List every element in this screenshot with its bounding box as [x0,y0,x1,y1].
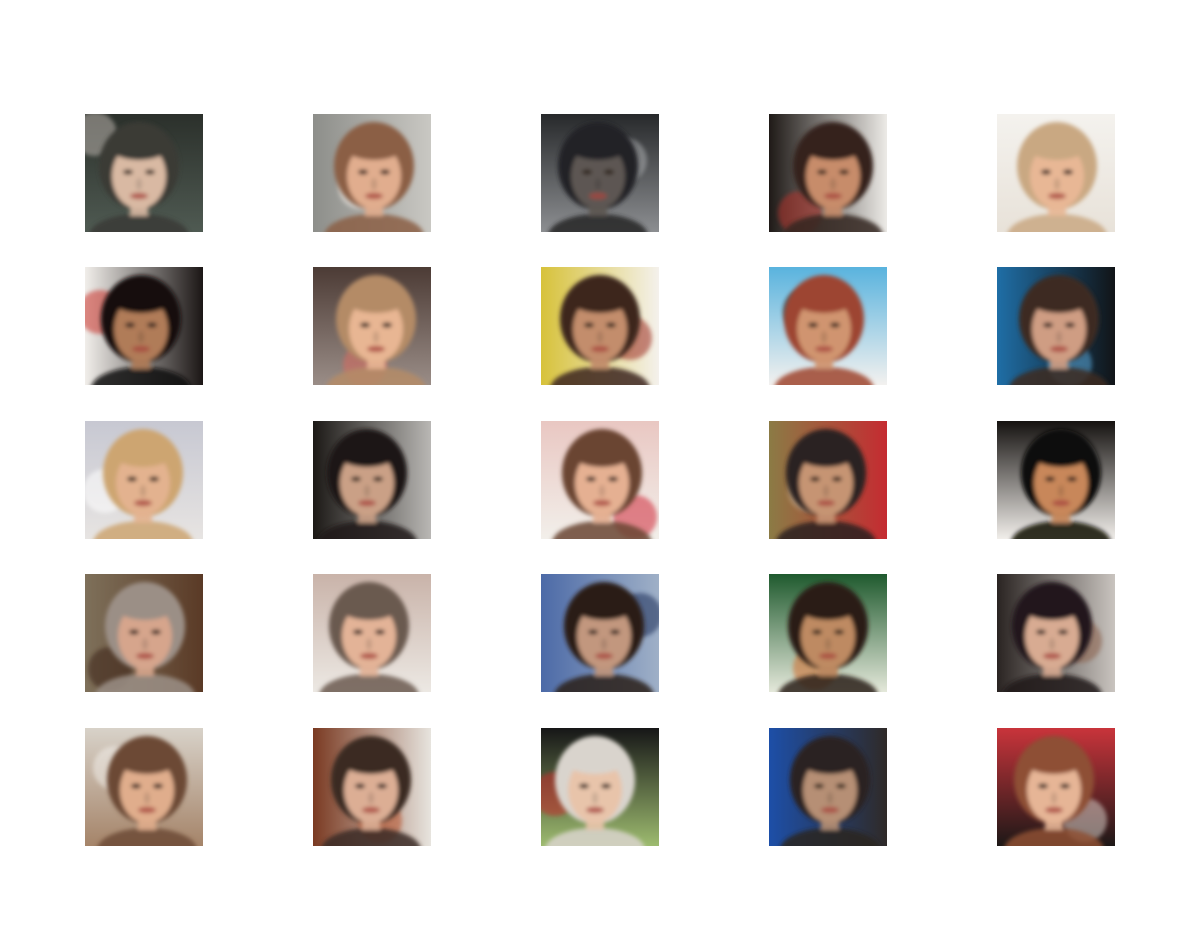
face-image [769,114,887,232]
face-thumbnail [997,421,1115,539]
face-image [313,728,431,846]
face-thumbnail [769,114,887,232]
face-image [313,267,431,385]
face-thumbnail [541,728,659,846]
face-image [541,574,659,692]
face-image [997,267,1115,385]
face-thumbnail [85,574,203,692]
face-image [85,574,203,692]
face-thumbnail [997,574,1115,692]
face-thumbnail [541,574,659,692]
face-thumbnail [769,421,887,539]
face-image [313,574,431,692]
face-image [313,421,431,539]
face-thumbnail [997,728,1115,846]
face-thumbnail [313,421,431,539]
face-thumbnail [769,267,887,385]
face-image [541,267,659,385]
face-image [997,728,1115,846]
face-image [85,421,203,539]
face-image [769,421,887,539]
face-image [997,421,1115,539]
face-image [541,728,659,846]
face-thumbnail [769,574,887,692]
face-image [997,114,1115,232]
face-image [85,114,203,232]
face-thumbnail [85,114,203,232]
face-thumbnail [85,421,203,539]
face-thumbnail [313,574,431,692]
face-thumbnail [85,728,203,846]
face-image [769,728,887,846]
face-thumbnail [313,728,431,846]
face-thumbnail [769,728,887,846]
face-image [769,267,887,385]
face-thumbnail [541,114,659,232]
face-image [541,421,659,539]
face-thumbnail [313,267,431,385]
face-thumbnail [997,267,1115,385]
face-thumbnail [541,267,659,385]
face-thumbnail [313,114,431,232]
face-thumbnail [997,114,1115,232]
face-image [541,114,659,232]
face-thumbnail [85,267,203,385]
face-image [85,267,203,385]
face-image [85,728,203,846]
face-thumbnail [541,421,659,539]
face-image [997,574,1115,692]
face-image [769,574,887,692]
face-image [313,114,431,232]
